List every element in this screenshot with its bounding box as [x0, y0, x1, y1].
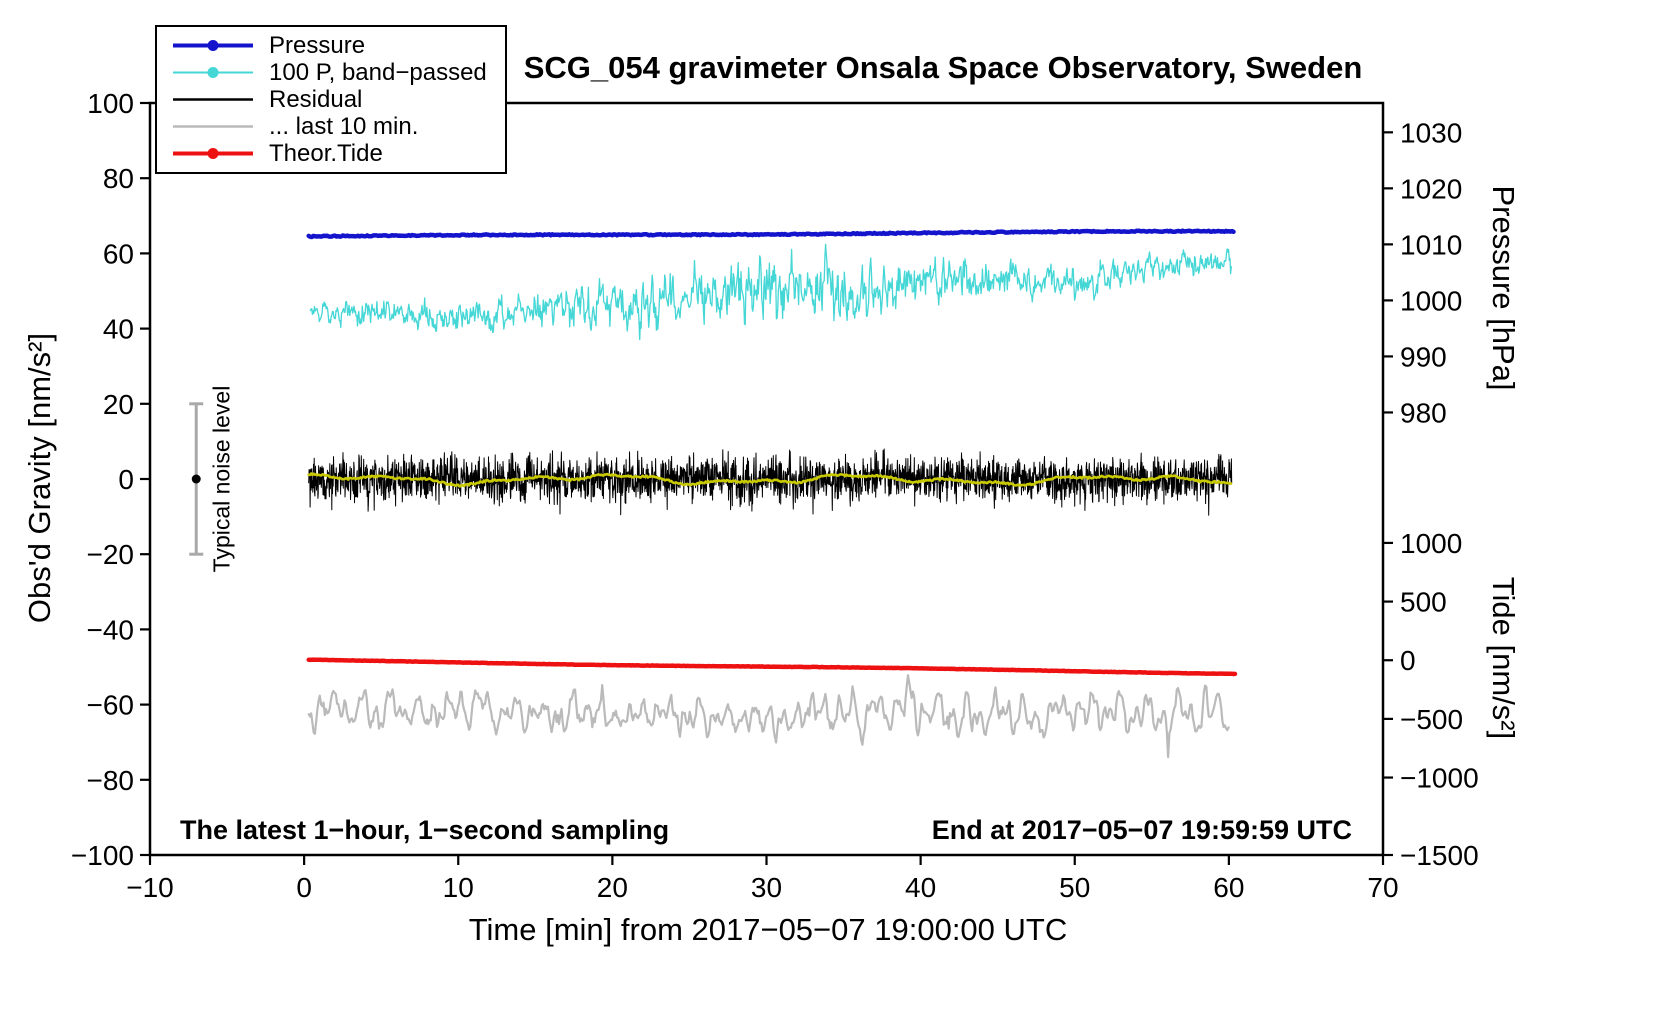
pressure-tick-label: 1030 — [1400, 117, 1462, 148]
y-left-tick-label: 20 — [103, 389, 134, 420]
y-axis-tide-label: Tide [nm/s²] — [1486, 576, 1521, 740]
series-residual-10min-mean — [307, 472, 1233, 488]
y-left-tick-label: −100 — [71, 840, 134, 871]
x-tick-label: 60 — [1213, 872, 1244, 903]
pressure-tick-label: 1020 — [1400, 173, 1462, 204]
pressure-tick-label: 1000 — [1400, 285, 1462, 316]
y-left-tick-label: −20 — [87, 539, 135, 570]
series-band-passed — [309, 243, 1232, 341]
x-tick-label: 20 — [597, 872, 628, 903]
legend-marker-icon — [207, 40, 219, 51]
y-axis-gravity-label: Obs'd Gravity [nm/s²] — [22, 332, 57, 624]
noise-level-label: Typical noise level — [208, 385, 235, 573]
chart-title: SCG_054 gravimeter Onsala Space Observat… — [523, 50, 1363, 85]
tide-tick-label: −1500 — [1400, 840, 1479, 871]
legend-item-band-passed: 100 P, band−passed — [157, 59, 505, 86]
series-pressure — [306, 228, 1236, 240]
legend-marker-icon — [207, 148, 219, 159]
x-tick-label: 40 — [905, 872, 936, 903]
y-left-tick-label: −40 — [87, 614, 135, 645]
legend-sample-pressure — [173, 40, 253, 51]
legend-label: Theor.Tide — [269, 140, 383, 167]
tide-tick-label: 1000 — [1400, 528, 1462, 559]
x-axis-label: Time [min] from 2017−05−07 19:00:00 UTC — [468, 912, 1068, 947]
legend-item-theor-tide: Theor.Tide — [157, 140, 505, 167]
series-residual — [308, 448, 1233, 516]
y-left-tick-label: 80 — [103, 163, 134, 194]
sampling-annotation: The latest 1−hour, 1−second sampling — [180, 815, 670, 845]
legend-sample-band-passed — [173, 67, 253, 78]
y-left-tick-label: 60 — [103, 238, 134, 269]
legend-marker-icon — [207, 67, 219, 78]
tide-tick-label: 500 — [1400, 587, 1447, 618]
legend-item-pressure: Pressure — [157, 32, 505, 59]
x-tick-label: 50 — [1059, 872, 1090, 903]
y-left-tick-label: 0 — [118, 464, 134, 495]
y-left-tick-label: 40 — [103, 314, 134, 345]
legend: Pressure 100 P, band−passed Residual... la… — [155, 25, 507, 174]
legend-label: ... last 10 min. — [269, 113, 419, 140]
x-tick-label: 30 — [751, 872, 782, 903]
x-tick-label: 70 — [1367, 872, 1398, 903]
series-last-10-min — [307, 674, 1230, 759]
legend-label: 100 P, band−passed — [269, 59, 487, 86]
y-axis-pressure-label: Pressure [hPa] — [1486, 185, 1521, 391]
x-tick-label: 0 — [296, 872, 312, 903]
series-theor-tide — [306, 657, 1238, 677]
legend-item-last-10-min: ... last 10 min. — [157, 113, 505, 140]
legend-sample-residual — [173, 98, 253, 101]
noise-bar-dot — [191, 474, 201, 484]
tide-tick-label: −500 — [1400, 704, 1463, 735]
x-tick-label: 10 — [443, 872, 474, 903]
legend-label: Residual — [269, 86, 363, 113]
x-tick-label: −10 — [126, 872, 174, 903]
tide-tick-label: −1000 — [1400, 763, 1479, 794]
legend-item-residual: Residual — [157, 86, 505, 113]
pressure-tick-label: 990 — [1400, 341, 1447, 372]
y-left-tick-label: −60 — [87, 690, 135, 721]
y-left-tick-label: 100 — [87, 88, 134, 119]
legend-sample-last-10-min — [173, 125, 253, 128]
pressure-tick-label: 1010 — [1400, 229, 1462, 260]
legend-sample-theor-tide — [173, 148, 253, 159]
pressure-tick-label: 980 — [1400, 397, 1447, 428]
tide-tick-label: 0 — [1400, 645, 1416, 676]
legend-label: Pressure — [269, 32, 366, 59]
y-left-tick-label: −80 — [87, 765, 135, 796]
end-time-annotation: End at 2017−05−07 19:59:59 UTC — [931, 815, 1352, 845]
